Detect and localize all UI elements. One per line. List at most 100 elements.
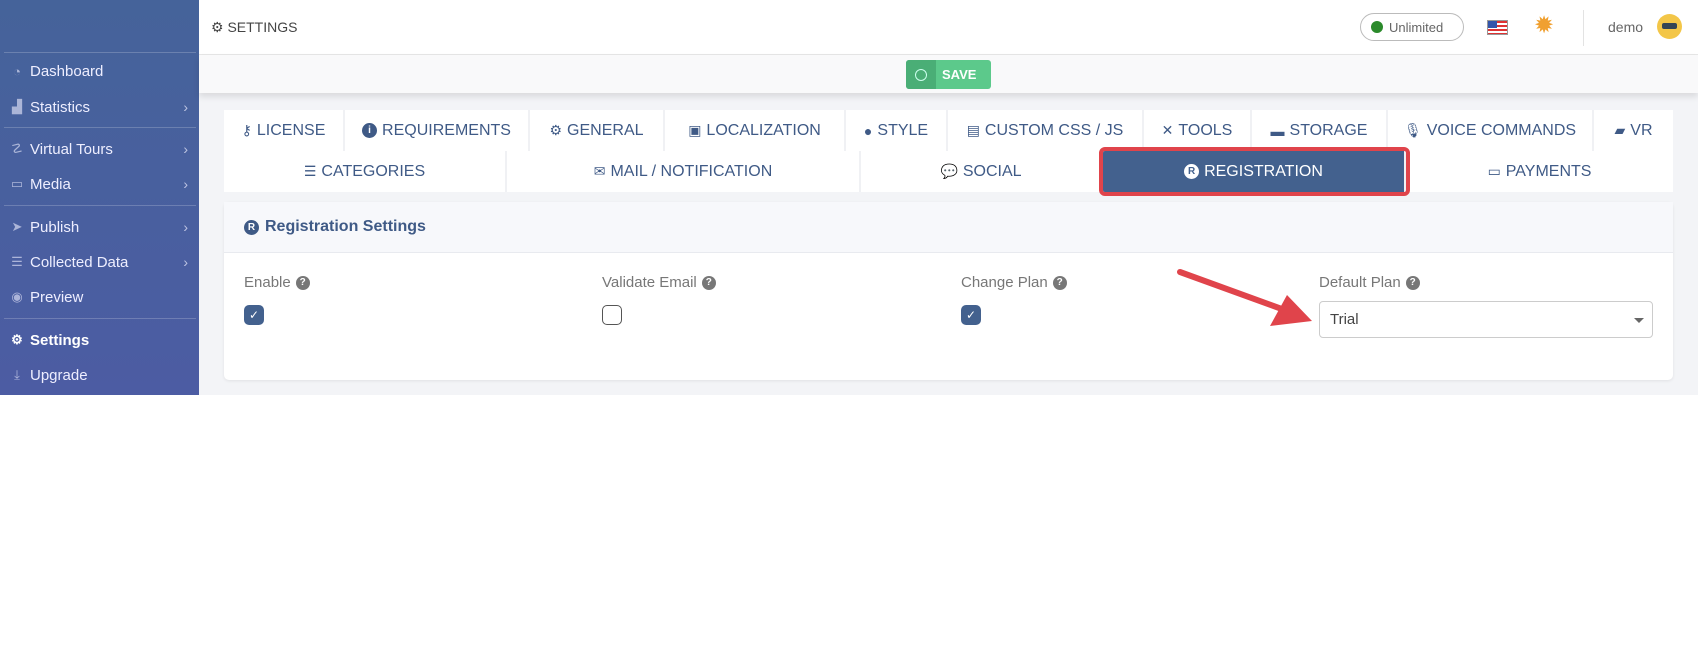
tab-label: STYLE (877, 121, 929, 139)
tab-custom-css-js[interactable]: ▤ CUSTOM CSS / JS (948, 110, 1144, 151)
tab-label: LICENSE (256, 121, 326, 139)
gears-icon: ⚙ (549, 122, 563, 138)
tab-localization[interactable]: ▣ LOCALIZATION (665, 110, 846, 151)
field-label: Enable (244, 274, 291, 291)
tab-label: REQUIREMENTS (382, 121, 511, 139)
dashboard-icon: ◔ (13, 63, 21, 79)
sidebar-item-publish[interactable]: ➤ Publish › (4, 210, 196, 244)
default-plan-select[interactable]: Trial (1319, 301, 1653, 338)
tab-style[interactable]: ● STYLE (846, 110, 948, 151)
save-label: SAVE (942, 67, 977, 82)
tab-label: VOICE COMMANDS (1426, 121, 1577, 139)
sidebar-item-collected-data[interactable]: ☰ Collected Data › (4, 245, 196, 279)
save-button[interactable]: SAVE (906, 60, 991, 89)
chevron-right-icon: › (183, 141, 188, 157)
language-icon: ▣ (688, 122, 702, 138)
sidebar-item-settings[interactable]: ⚙ Settings (4, 323, 196, 357)
chevron-right-icon: › (183, 99, 188, 115)
route-icon: ☡ (11, 141, 23, 156)
sidebar-item-preview[interactable]: ◉ Preview (4, 280, 196, 314)
comments-icon: 💬 (940, 163, 958, 179)
sun-icon[interactable]: ✹ (1534, 12, 1555, 39)
tab-label: REGISTRATION (1204, 162, 1323, 180)
us-flag-icon[interactable] (1487, 20, 1508, 35)
tab-requirements[interactable]: i REQUIREMENTS (345, 110, 530, 151)
field-label: Change Plan (961, 274, 1048, 291)
validate-email-field: Validate Email? (602, 274, 716, 325)
field-label: Validate Email (602, 274, 697, 291)
key-icon: ⚷ (241, 122, 252, 138)
sidebar-item-virtual-tours[interactable]: ☡ Virtual Tours › (4, 132, 196, 166)
microphone-icon: 🎙 (1403, 122, 1422, 138)
help-icon[interactable]: ? (1052, 275, 1067, 290)
sidebar-item-upgrade[interactable]: ⤓ Upgrade (4, 358, 196, 392)
status-dot-icon (1371, 21, 1383, 33)
tab-vr[interactable]: ▰ VR (1594, 110, 1673, 151)
tab-mail-notification[interactable]: ✉ MAIL / NOTIFICATION (507, 151, 861, 192)
field-label: Default Plan (1319, 274, 1401, 291)
tab-general[interactable]: ⚙ GENERAL (530, 110, 665, 151)
sidebar-item-label: Collected Data (30, 253, 129, 271)
hdd-icon: ▬ (1270, 122, 1285, 139)
palette-icon: ● (863, 122, 873, 139)
tab-label: TOOLS (1178, 121, 1233, 139)
tools-icon: ✕ (1161, 122, 1174, 138)
registration-settings-card: R Registration Settings Enable? ✓ Validat… (224, 202, 1673, 380)
tab-license[interactable]: ⚷ LICENSE (224, 110, 345, 151)
registered-icon: R (1184, 164, 1200, 179)
tab-storage[interactable]: ▬ STORAGE (1252, 110, 1388, 151)
divider (1583, 10, 1584, 46)
user-name[interactable]: demo (1608, 19, 1644, 35)
sidebar-item-statistics[interactable]: ▟ Statistics › (4, 90, 196, 124)
enable-checkbox[interactable]: ✓ (244, 305, 264, 325)
monitor-icon: ▭ (10, 176, 24, 191)
eye-icon: ◉ (11, 289, 23, 304)
tab-label: MAIL / NOTIFICATION (610, 162, 773, 180)
card-title: Registration Settings (265, 218, 426, 235)
chevron-right-icon: › (183, 176, 188, 192)
gears-icon: ⚙ (11, 332, 23, 347)
tab-categories[interactable]: ☰ CATEGORIES (224, 151, 507, 192)
top-header: ⚙ SETTINGS Unlimited ✹ demo (199, 0, 1698, 55)
plan-badge-label: Unlimited (1389, 19, 1444, 35)
chevron-right-icon: › (183, 219, 188, 235)
tab-label: STORAGE (1289, 121, 1368, 139)
sidebar-item-media[interactable]: ▭ Media › (4, 167, 196, 201)
registered-icon: R (244, 219, 259, 235)
tab-label: GENERAL (567, 121, 644, 139)
change-plan-field: Change Plan? ✓ (961, 274, 1067, 325)
tab-payments[interactable]: ▭ PAYMENTS (1406, 151, 1673, 192)
validate-email-checkbox[interactable] (602, 305, 622, 325)
chevron-right-icon: › (183, 254, 188, 270)
paper-plane-icon: ➤ (11, 219, 23, 234)
help-icon[interactable]: ? (701, 275, 716, 290)
default-plan-field: Default Plan? Trial (1319, 274, 1653, 338)
tabs-row-1: ⚷ LICENSE i REQUIREMENTS ⚙ GENERAL ▣ LOCALIZ… (224, 110, 1673, 151)
tab-tools[interactable]: ✕ TOOLS (1144, 110, 1252, 151)
avatar[interactable] (1657, 14, 1682, 39)
sidebar-item-label: Upgrade (30, 366, 88, 384)
sidebar-item-label: Dashboard (30, 62, 104, 80)
info-icon: i (362, 123, 378, 138)
file-code-icon: ▤ (966, 122, 980, 138)
plan-badge[interactable]: Unlimited (1360, 13, 1464, 41)
select-value: Trial (1330, 311, 1359, 328)
sidebar-item-dashboard[interactable]: ◔ Dashboard (4, 54, 196, 88)
circle-icon (915, 68, 927, 81)
sidebar: ◔ Dashboard ▟ Statistics › ☡ Virtual Tours › … (0, 0, 199, 395)
mail-bulk-icon: ✉ (593, 163, 606, 179)
help-icon[interactable]: ? (1405, 275, 1420, 290)
tab-social[interactable]: 💬 SOCIAL (861, 151, 1103, 192)
tab-voice-commands[interactable]: 🎙 VOICE COMMANDS (1388, 110, 1594, 151)
sidebar-item-label: Media (30, 175, 71, 193)
main-content: ⚙ SETTINGS Unlimited ✹ demo SAVE ⚷ LICENS… (199, 0, 1698, 395)
save-bar: SAVE (199, 55, 1698, 93)
help-icon[interactable]: ? (295, 275, 310, 290)
page-title: ⚙ SETTINGS (211, 19, 297, 36)
change-plan-checkbox[interactable]: ✓ (961, 305, 981, 325)
chart-icon: ▟ (12, 99, 22, 114)
download-icon: ⤓ (14, 367, 20, 382)
tab-label: PAYMENTS (1505, 162, 1592, 180)
tab-registration[interactable]: R REGISTRATION (1099, 147, 1410, 196)
vr-cardboard-icon: ▰ (1614, 122, 1626, 138)
